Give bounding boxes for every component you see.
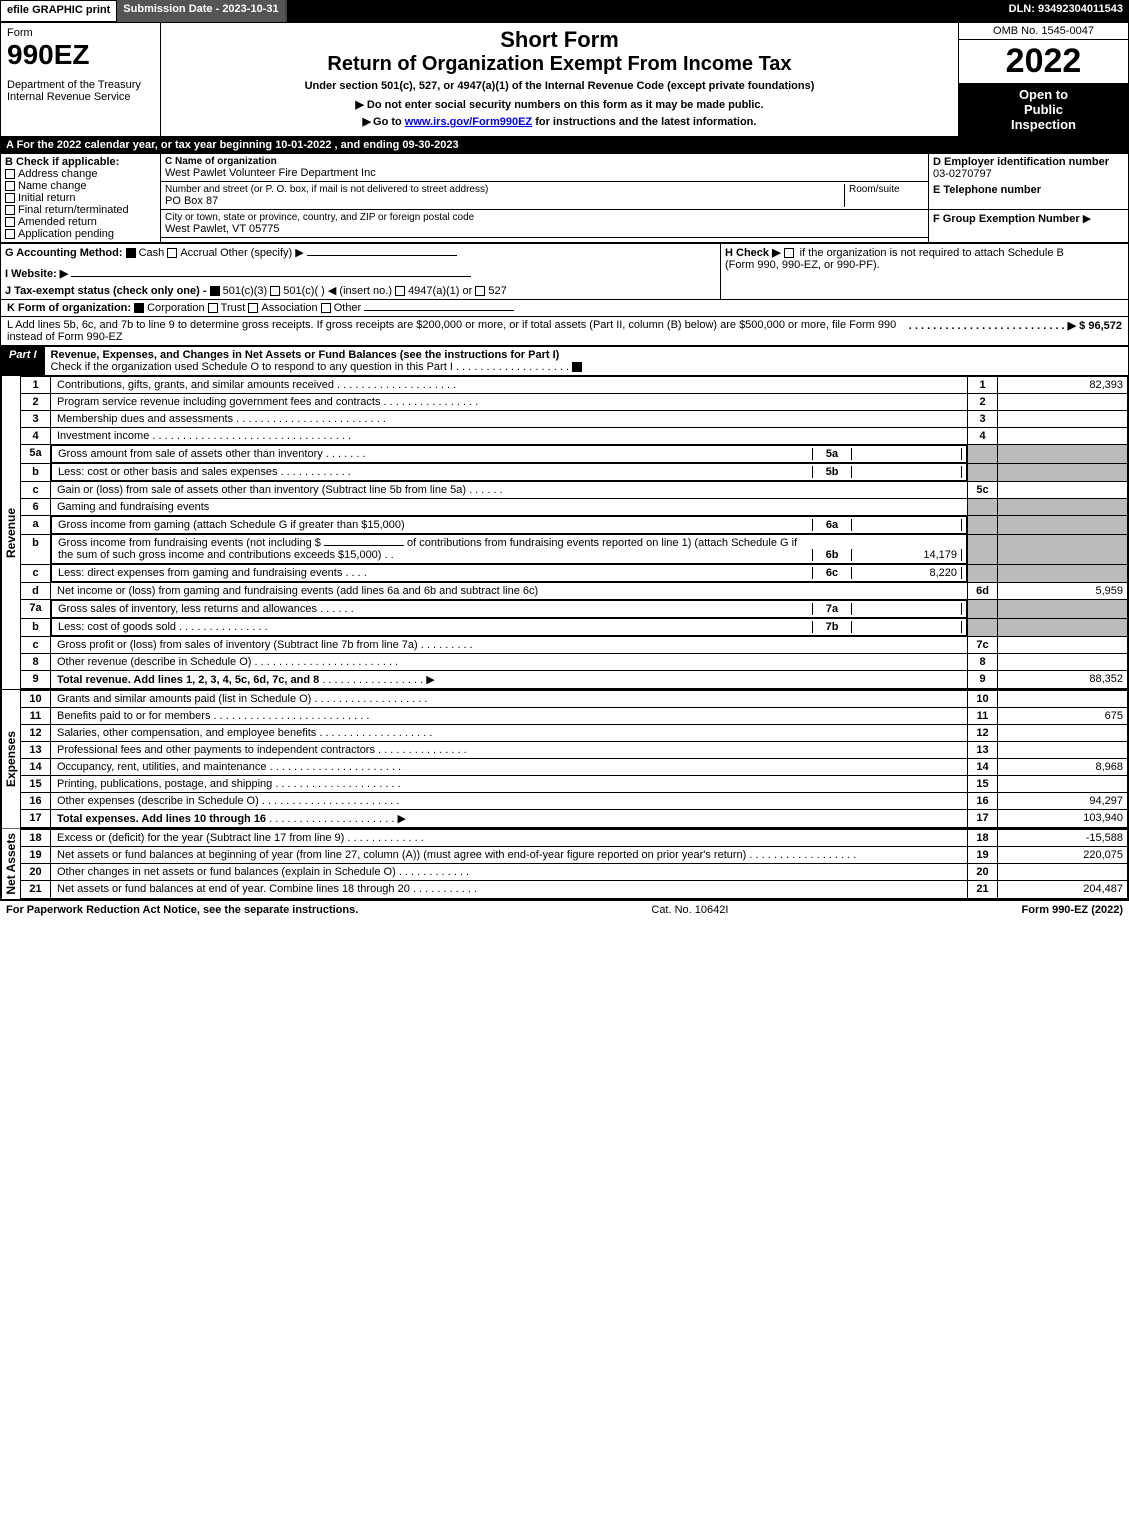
city-label: City or town, state or province, country…	[165, 212, 924, 223]
short-form-title: Short Form	[165, 27, 954, 53]
form-label: Form	[7, 27, 154, 39]
val-1: 82,393	[998, 377, 1128, 394]
g-label: G Accounting Method:	[5, 247, 123, 259]
h-label: H Check ▶	[725, 247, 781, 259]
d-label: D Employer identification number	[933, 156, 1124, 168]
ghij-table: G Accounting Method: Cash Accrual Other …	[0, 243, 1129, 300]
cb-527[interactable]	[475, 286, 485, 296]
ein: 03-0270797	[933, 168, 1124, 180]
street-label: Number and street (or P. O. box, if mail…	[165, 184, 844, 195]
cb-trust[interactable]	[208, 303, 218, 313]
cb-assoc[interactable]	[248, 303, 258, 313]
under-section: Under section 501(c), 527, or 4947(a)(1)…	[165, 80, 954, 92]
c-name-label: C Name of organization	[165, 156, 924, 167]
j-row: J Tax-exempt status (check only one) - 5…	[5, 284, 716, 297]
cb-accrual[interactable]	[167, 248, 177, 258]
cb-4947[interactable]	[395, 286, 405, 296]
top-bar: efile GRAPHIC print Submission Date - 20…	[0, 0, 1129, 22]
form-header: Form 990EZ Department of the Treasury In…	[0, 22, 1129, 137]
section-a: A For the 2022 calendar year, or tax yea…	[0, 137, 1129, 153]
val-16: 94,297	[998, 793, 1128, 810]
cb-final[interactable]: Final return/terminated	[5, 204, 156, 216]
val-6d: 5,959	[998, 583, 1128, 600]
form-number: 990EZ	[7, 39, 154, 71]
e-label: E Telephone number	[933, 184, 1124, 196]
k-row: K Form of organization: Corporation Trus…	[0, 300, 1129, 317]
cb-schedule-o[interactable]	[572, 362, 582, 372]
omb-number: OMB No. 1545-0047	[959, 23, 1128, 40]
part-i-header: Part I Revenue, Expenses, and Changes in…	[0, 346, 1129, 376]
cb-amended[interactable]: Amended return	[5, 216, 156, 228]
val-9: 88,352	[998, 671, 1128, 689]
cb-501c3[interactable]	[210, 286, 220, 296]
efile-print[interactable]: efile GRAPHIC print	[0, 0, 117, 22]
submission-date: Submission Date - 2023-10-31	[117, 0, 286, 22]
f-label: F Group Exemption Number	[933, 213, 1080, 225]
cb-initial[interactable]: Initial return	[5, 192, 156, 204]
goto-line: Go to www.irs.gov/Form990EZ for instruct…	[165, 115, 954, 128]
b-label: B Check if applicable:	[5, 156, 156, 168]
cb-name[interactable]: Name change	[5, 180, 156, 192]
return-title: Return of Organization Exempt From Incom…	[165, 53, 954, 76]
cb-other[interactable]	[321, 303, 331, 313]
i-label: I Website: ▶	[5, 268, 68, 280]
val-6c: 8,220	[852, 567, 962, 579]
dln: DLN: 93492304011543	[1003, 0, 1129, 22]
dept-label: Department of the Treasury	[7, 79, 154, 91]
val-14: 8,968	[998, 759, 1128, 776]
ssn-warning: Do not enter social security numbers on …	[165, 98, 954, 111]
tax-year: 2022	[959, 40, 1128, 83]
netassets-section: Net Assets 18Excess or (deficit) for the…	[0, 828, 1129, 900]
page-footer: For Paperwork Reduction Act Notice, see …	[0, 900, 1129, 919]
cb-cash[interactable]	[126, 248, 136, 258]
val-11: 675	[998, 708, 1128, 725]
cb-501c[interactable]	[270, 286, 280, 296]
city: West Pawlet, VT 05775	[165, 223, 924, 235]
l-row: L Add lines 5b, 6c, and 7b to line 9 to …	[0, 317, 1129, 346]
open-public-box: Open to Public Inspection	[959, 83, 1128, 136]
val-19: 220,075	[998, 847, 1128, 864]
val-6b: 14,179	[852, 549, 962, 561]
org-name: West Pawlet Volunteer Fire Department In…	[165, 167, 924, 179]
val-18: -15,588	[998, 830, 1128, 847]
identity-table: B Check if applicable: Address change Na…	[0, 153, 1129, 243]
irs-link[interactable]: www.irs.gov/Form990EZ	[405, 116, 532, 128]
cb-address[interactable]: Address change	[5, 168, 156, 180]
irs-label: Internal Revenue Service	[7, 91, 154, 103]
cb-h[interactable]	[784, 248, 794, 258]
cb-corp[interactable]	[134, 303, 144, 313]
room-label: Room/suite	[844, 184, 924, 207]
cb-pending[interactable]: Application pending	[5, 228, 156, 240]
val-21: 204,487	[998, 881, 1128, 898]
val-17: 103,940	[998, 810, 1128, 828]
street: PO Box 87	[165, 195, 844, 207]
revenue-section: Revenue 1Contributions, gifts, grants, a…	[0, 376, 1129, 689]
expenses-section: Expenses 10Grants and similar amounts pa…	[0, 689, 1129, 828]
